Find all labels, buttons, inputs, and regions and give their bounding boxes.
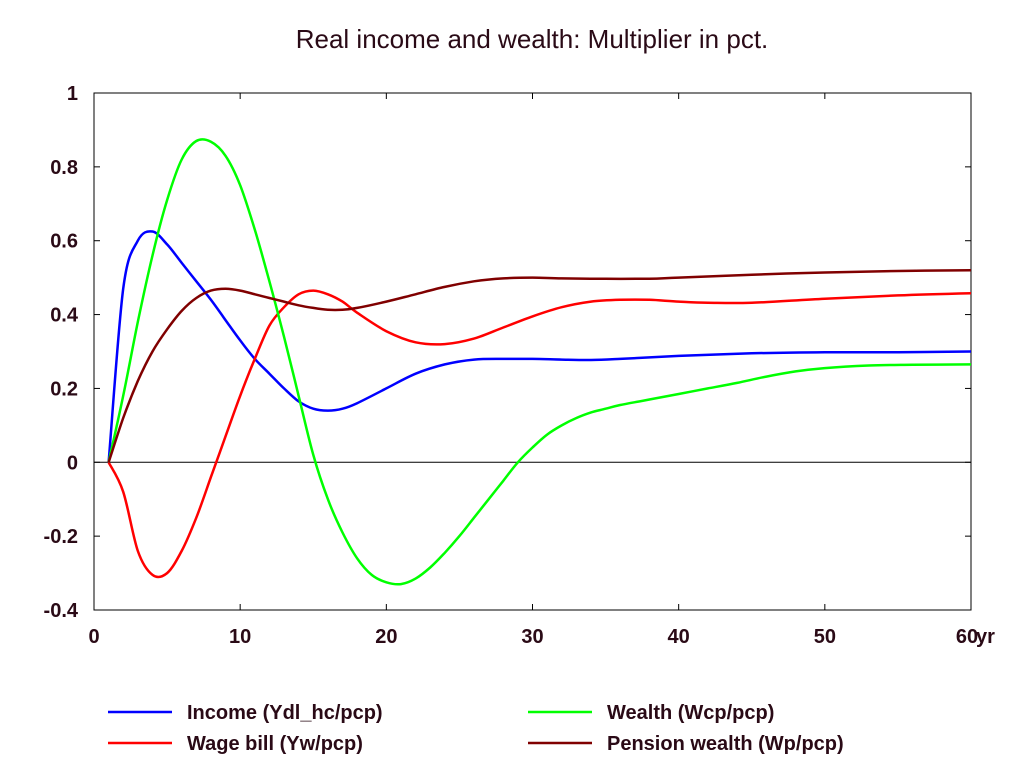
chart-title: Real income and wealth: Multiplier in pc… [296, 24, 769, 54]
y-tick-label: 0.6 [50, 231, 78, 253]
series-line-0 [107, 230, 972, 463]
x-unit-label: yr [976, 626, 995, 648]
y-tick-label: 0.4 [50, 305, 79, 327]
legend-label-2: Wealth (Wcp/pcp) [607, 702, 774, 724]
y-tick-label: 1 [67, 83, 78, 105]
y-tick-label: 0.2 [50, 378, 78, 400]
series-line-3 [107, 269, 972, 463]
x-tick-label: 20 [375, 626, 397, 648]
legend-label-3: Pension wealth (Wp/pcp) [607, 733, 844, 755]
legend-label-0: Income (Ydl_hc/pcp) [187, 702, 383, 724]
y-tick-label: 0.8 [50, 157, 78, 179]
legend: Income (Ydl_hc/pcp) Wage bill (Yw/pcp) Wea… [108, 702, 844, 755]
series-layer [107, 138, 972, 586]
y-tick-label: 0 [67, 452, 78, 474]
y-tick-label: -0.4 [44, 600, 79, 622]
y-tick-label: -0.2 [44, 526, 78, 548]
x-tick-label: 30 [521, 626, 543, 648]
legend-label-1: Wage bill (Yw/pcp) [187, 733, 363, 755]
x-tick-label: 40 [668, 626, 690, 648]
series-line-1 [107, 289, 972, 579]
x-tick-label: 10 [229, 626, 251, 648]
x-tick-label: 0 [88, 626, 99, 648]
x-tick-label: 50 [814, 626, 836, 648]
series-line-2 [107, 138, 972, 586]
x-tick-label: 60 [956, 626, 978, 648]
